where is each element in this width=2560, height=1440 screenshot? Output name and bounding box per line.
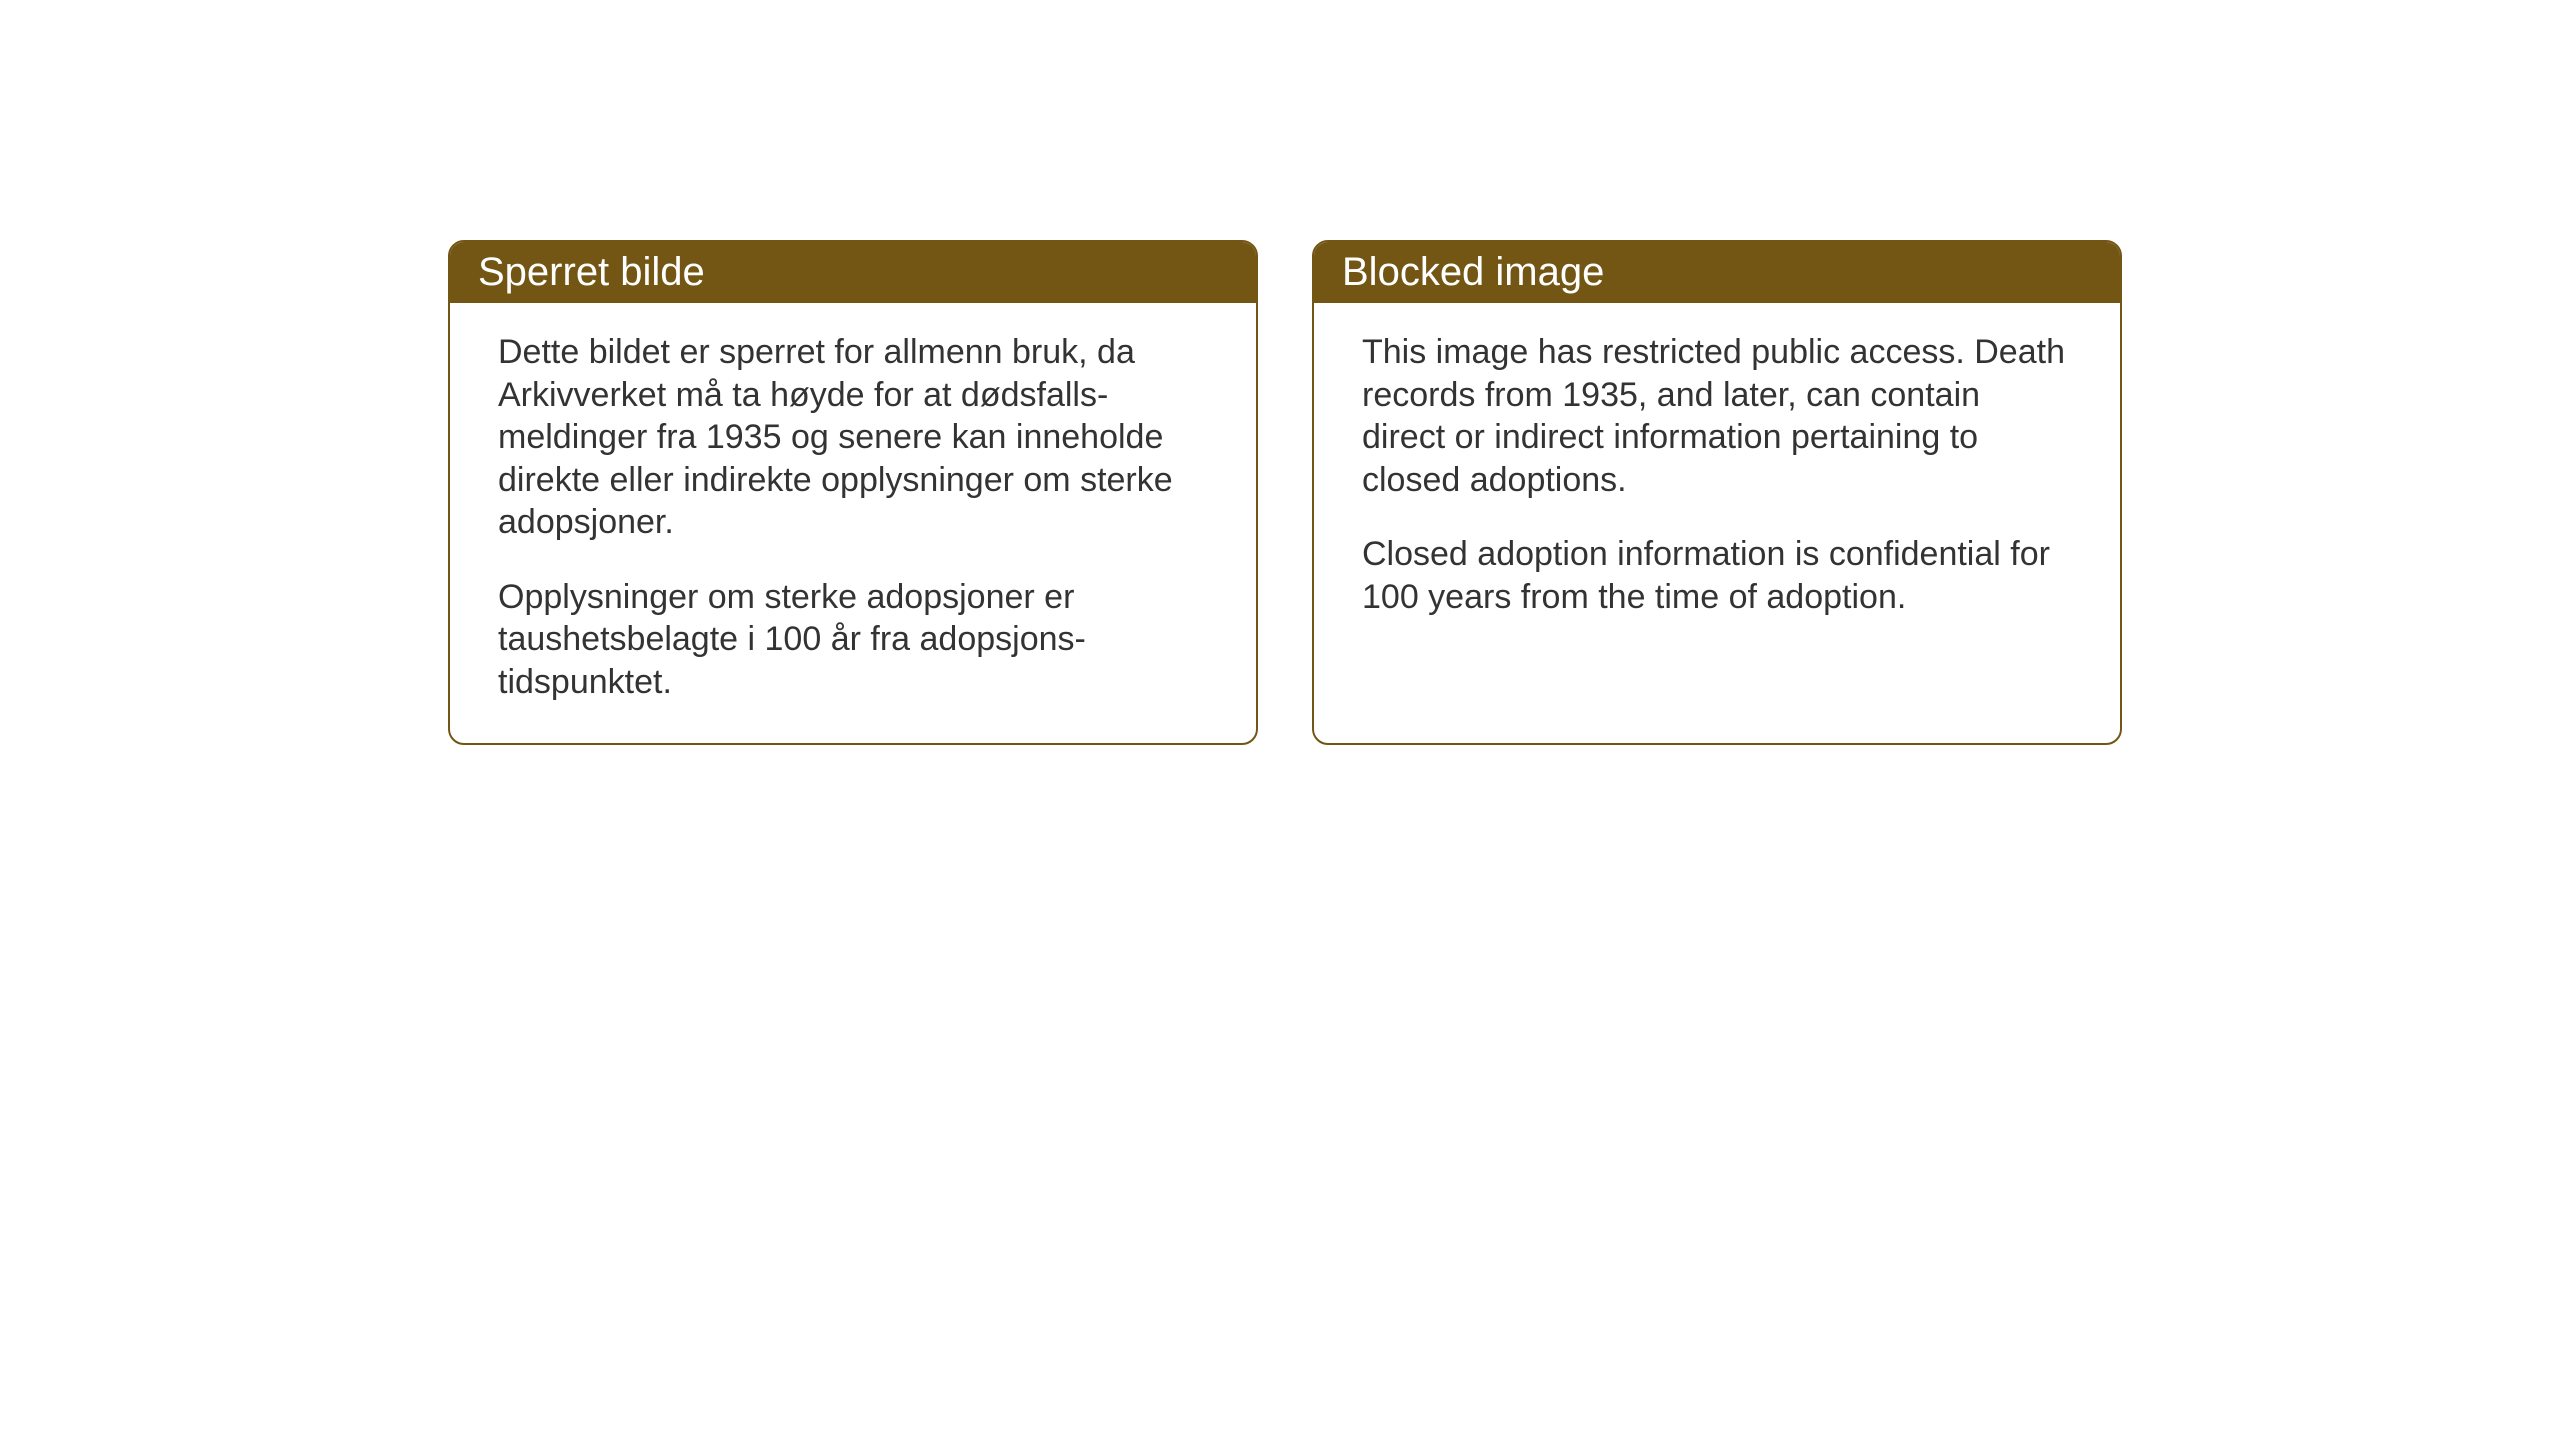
notice-header-norwegian: Sperret bilde — [450, 242, 1256, 303]
notice-body-english: This image has restricted public access.… — [1314, 303, 2120, 658]
notice-header-english: Blocked image — [1314, 242, 2120, 303]
notice-paragraph-2-english: Closed adoption information is confident… — [1362, 533, 2072, 618]
notice-paragraph-1-norwegian: Dette bildet er sperret for allmenn bruk… — [498, 331, 1208, 544]
notice-box-english: Blocked image This image has restricted … — [1312, 240, 2122, 745]
notice-body-norwegian: Dette bildet er sperret for allmenn bruk… — [450, 303, 1256, 743]
notice-paragraph-1-english: This image has restricted public access.… — [1362, 331, 2072, 501]
notices-container: Sperret bilde Dette bildet er sperret fo… — [448, 240, 2122, 745]
notice-paragraph-2-norwegian: Opplysninger om sterke adopsjoner er tau… — [498, 576, 1208, 704]
notice-box-norwegian: Sperret bilde Dette bildet er sperret fo… — [448, 240, 1258, 745]
